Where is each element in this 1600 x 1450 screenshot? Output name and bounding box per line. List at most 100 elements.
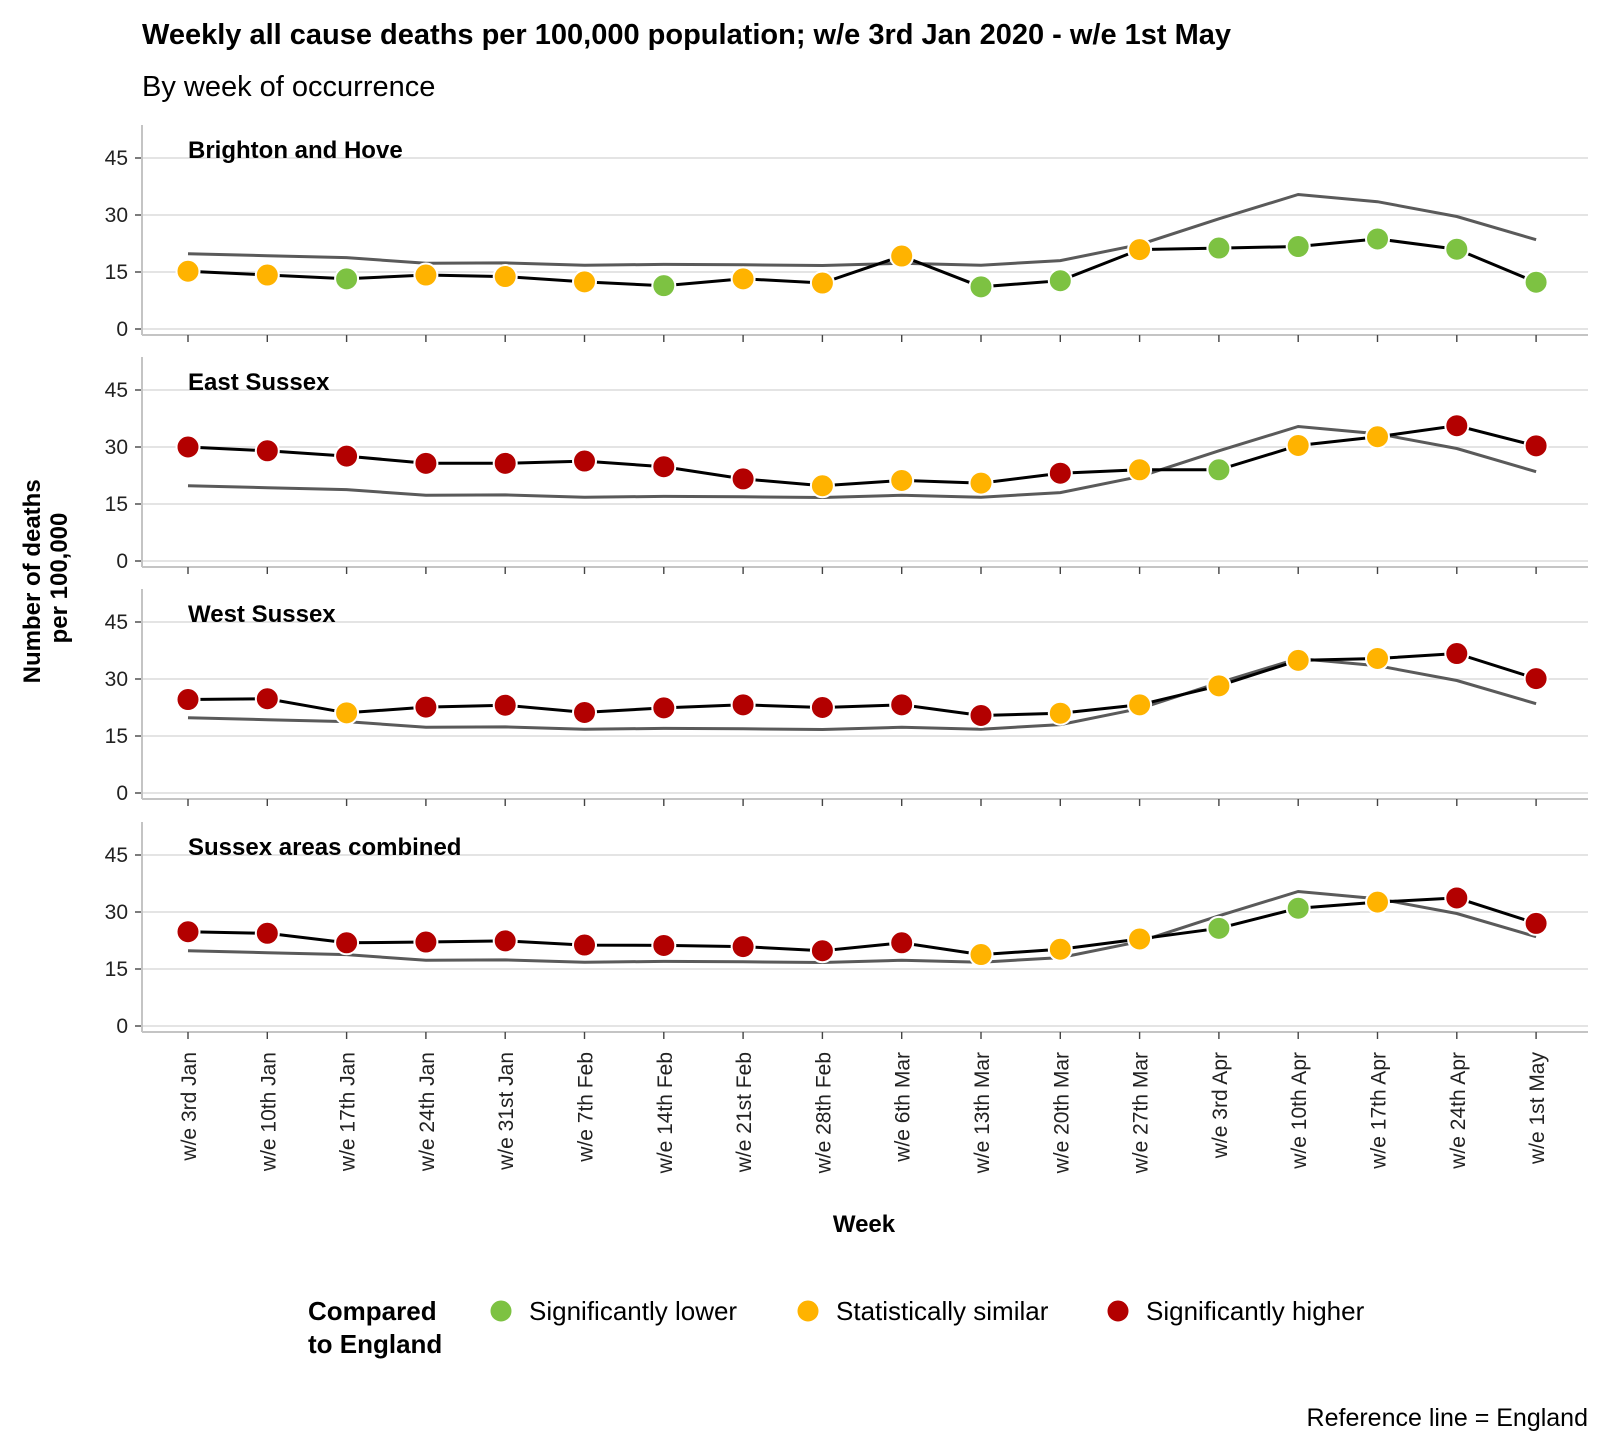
data-point xyxy=(1444,236,1470,262)
data-point xyxy=(1206,235,1232,261)
data-point xyxy=(1444,413,1470,439)
data-point xyxy=(492,450,518,476)
data-point xyxy=(413,450,439,476)
data-point xyxy=(1365,226,1390,252)
y-tick-label: 30 xyxy=(105,668,128,691)
area-series-line xyxy=(187,651,1537,718)
legend-title-line-1: Compared xyxy=(308,1296,437,1326)
y-tick-label: 45 xyxy=(105,147,128,170)
data-point xyxy=(413,929,439,955)
data-point xyxy=(254,262,280,288)
data-point xyxy=(572,932,597,958)
data-point xyxy=(1523,269,1549,295)
data-point xyxy=(1047,936,1073,962)
data-point xyxy=(651,454,677,480)
x-tick-label: w/e 3rd Jan xyxy=(178,1052,201,1162)
data-point xyxy=(809,695,835,720)
data-point xyxy=(1285,647,1311,673)
data-point xyxy=(730,934,756,960)
england-reference-line xyxy=(187,656,1537,732)
data-point xyxy=(175,687,201,713)
data-point xyxy=(1365,424,1390,450)
data-point xyxy=(1047,700,1073,726)
x-tick-label: w/e 10th Jan xyxy=(257,1052,280,1172)
data-point xyxy=(1365,889,1390,915)
legend-title-line-2: to England xyxy=(308,1329,442,1359)
area-series-line xyxy=(187,424,1537,488)
x-tick-label: w/e 1st May xyxy=(1526,1052,1549,1166)
legend-label-lower: Significantly lower xyxy=(529,1296,737,1326)
x-tick-label: w/e 27th Mar xyxy=(1130,1052,1153,1174)
data-point xyxy=(572,448,597,474)
x-tick-label: w/e 7th Feb xyxy=(575,1052,598,1163)
data-point xyxy=(492,264,518,290)
y-tick-label: 45 xyxy=(105,844,128,867)
panel-title: Brighton and Hove xyxy=(188,137,403,164)
legend-label-higher: Significantly higher xyxy=(1146,1296,1365,1326)
data-point xyxy=(334,700,360,726)
x-tick-label: w/e 17th Apr xyxy=(1368,1052,1391,1170)
x-tick-label: w/e 6th Mar xyxy=(892,1052,915,1163)
data-point xyxy=(889,243,915,269)
data-point xyxy=(1206,673,1232,699)
panel-0: 0 15 30 45 Brighton and Hove xyxy=(105,125,1588,342)
data-point xyxy=(968,942,994,968)
y-tick-label: 15 xyxy=(105,958,128,981)
legend-swatch-similar xyxy=(795,1298,821,1324)
x-tick-label: w/e 3rd Apr xyxy=(1209,1052,1232,1159)
data-point xyxy=(254,438,280,464)
panel-1: 0 15 30 45 East Sussex xyxy=(105,357,1588,574)
y-tick-label: 15 xyxy=(105,261,128,284)
x-tick-label: w/e 24th Apr xyxy=(1447,1052,1470,1170)
data-point xyxy=(492,928,518,954)
data-point xyxy=(1444,885,1470,911)
panel-title: East Sussex xyxy=(188,369,330,396)
data-point xyxy=(1285,432,1311,458)
data-point xyxy=(254,686,280,712)
data-point xyxy=(1365,645,1390,671)
data-point xyxy=(413,262,439,288)
y-tick-label: 15 xyxy=(105,493,128,516)
panel-title: West Sussex xyxy=(188,601,336,628)
data-point xyxy=(1523,910,1549,936)
area-series-line xyxy=(187,896,1537,957)
legend-swatch-higher xyxy=(1105,1298,1131,1324)
y-tick-label: 15 xyxy=(105,725,128,748)
data-point xyxy=(809,473,835,499)
panel-3: 0 15 30 45 Sussex areas combined xyxy=(105,822,1588,1039)
y-tick-label: 0 xyxy=(116,782,128,805)
data-point xyxy=(1127,692,1153,718)
y-tick-label: 0 xyxy=(116,318,128,341)
data-point xyxy=(572,269,597,295)
data-point xyxy=(809,270,835,296)
chart-caption: Reference line = England xyxy=(1307,1404,1588,1432)
data-point xyxy=(175,434,201,460)
data-point xyxy=(1047,268,1073,294)
y-tick-label: 0 xyxy=(116,1015,128,1038)
data-point xyxy=(572,699,597,725)
data-point xyxy=(1285,895,1311,921)
area-series-line xyxy=(187,237,1537,289)
data-point xyxy=(175,919,201,945)
x-tick-label: w/e 21st Feb xyxy=(733,1052,756,1173)
y-axis-title-line-1: Number of deaths xyxy=(19,479,46,683)
data-point xyxy=(1127,926,1153,952)
england-reference-line xyxy=(187,424,1537,500)
data-point xyxy=(730,266,756,292)
chart-title: Weekly all cause deaths per 100,000 popu… xyxy=(142,19,1231,51)
data-point xyxy=(334,266,360,292)
y-axis-title: Number of deaths per 100,000 xyxy=(19,473,73,684)
legend-swatch-lower xyxy=(488,1298,514,1324)
data-point xyxy=(1444,641,1470,667)
data-point xyxy=(334,930,360,956)
data-point xyxy=(651,273,677,299)
x-tick-label: w/e 14th Feb xyxy=(654,1052,677,1174)
x-tick-label: w/e 17th Jan xyxy=(337,1052,360,1172)
data-point xyxy=(334,443,360,469)
x-tick-label: w/e 10th Apr xyxy=(1288,1052,1311,1170)
y-tick-label: 30 xyxy=(105,204,128,227)
x-tick-label: w/e 28th Feb xyxy=(812,1052,835,1174)
data-point xyxy=(254,920,280,946)
legend: Compared to England Significantly lower S… xyxy=(308,1296,1365,1359)
